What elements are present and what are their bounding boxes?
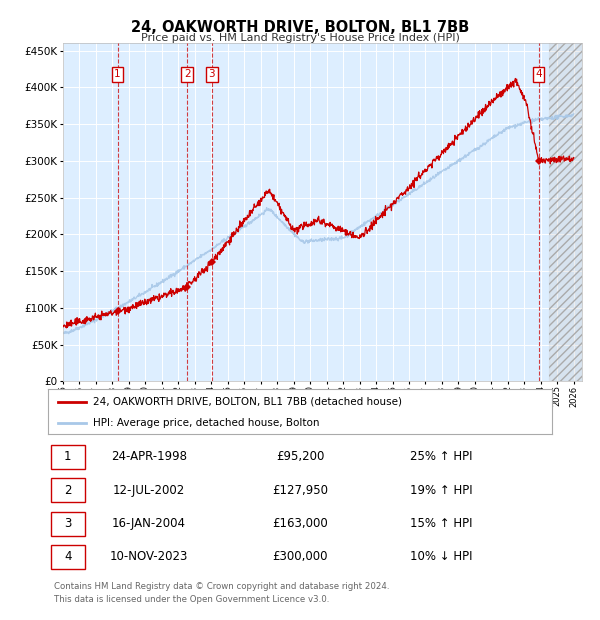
Text: 3: 3 — [64, 517, 71, 530]
Text: 4: 4 — [64, 551, 71, 564]
FancyBboxPatch shape — [50, 512, 85, 536]
FancyBboxPatch shape — [50, 545, 85, 569]
Text: 19% ↑ HPI: 19% ↑ HPI — [410, 484, 472, 497]
Text: 2: 2 — [184, 69, 190, 79]
Text: 24, OAKWORTH DRIVE, BOLTON, BL1 7BB (detached house): 24, OAKWORTH DRIVE, BOLTON, BL1 7BB (det… — [94, 397, 403, 407]
Bar — [549, 43, 582, 381]
Text: Contains HM Land Registry data © Crown copyright and database right 2024.: Contains HM Land Registry data © Crown c… — [54, 582, 389, 591]
Text: 15% ↑ HPI: 15% ↑ HPI — [410, 517, 472, 530]
Text: £300,000: £300,000 — [272, 551, 328, 564]
Text: 4: 4 — [535, 69, 542, 79]
Text: 25% ↑ HPI: 25% ↑ HPI — [410, 450, 472, 463]
Text: 1: 1 — [64, 450, 71, 463]
Text: 16-JAN-2004: 16-JAN-2004 — [112, 517, 186, 530]
Text: £163,000: £163,000 — [272, 517, 328, 530]
Text: Price paid vs. HM Land Registry's House Price Index (HPI): Price paid vs. HM Land Registry's House … — [140, 33, 460, 43]
Text: 3: 3 — [209, 69, 215, 79]
Text: 24-APR-1998: 24-APR-1998 — [111, 450, 187, 463]
Bar — [549, 43, 582, 381]
Text: 24, OAKWORTH DRIVE, BOLTON, BL1 7BB: 24, OAKWORTH DRIVE, BOLTON, BL1 7BB — [131, 20, 469, 35]
Text: 12-JUL-2002: 12-JUL-2002 — [113, 484, 185, 497]
FancyBboxPatch shape — [50, 445, 85, 469]
Text: HPI: Average price, detached house, Bolton: HPI: Average price, detached house, Bolt… — [94, 418, 320, 428]
Text: £127,950: £127,950 — [272, 484, 328, 497]
Text: This data is licensed under the Open Government Licence v3.0.: This data is licensed under the Open Gov… — [54, 595, 329, 604]
Text: 10% ↓ HPI: 10% ↓ HPI — [410, 551, 472, 564]
Text: £95,200: £95,200 — [276, 450, 324, 463]
Text: 2: 2 — [64, 484, 71, 497]
FancyBboxPatch shape — [50, 478, 85, 502]
Text: 10-NOV-2023: 10-NOV-2023 — [110, 551, 188, 564]
Text: 1: 1 — [114, 69, 121, 79]
